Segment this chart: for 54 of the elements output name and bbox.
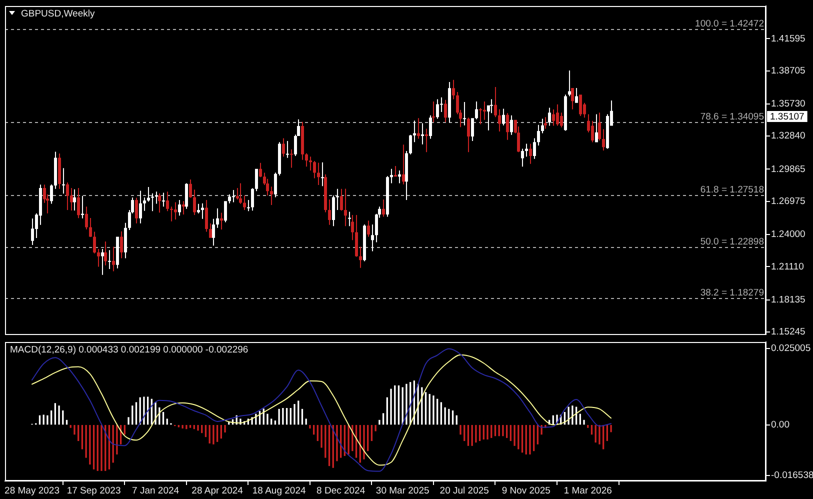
x-tick-label: 17 Sep 2023	[66, 485, 121, 496]
x-tick-label: 8 Dec 2024	[316, 485, 366, 496]
candlestick	[232, 190, 235, 202]
x-tick-label: 1 Mar 2026	[564, 485, 612, 496]
candlestick	[421, 123, 424, 144]
x-tick-label: 28 May 2023	[4, 485, 60, 496]
candlestick	[62, 168, 65, 194]
y-tick-label: 1.38705	[771, 65, 806, 76]
x-tick-label: 20 Jul 2025	[440, 485, 489, 496]
ref-line-label: 38.2 = 1.18279	[700, 287, 764, 298]
candlestick	[425, 128, 428, 152]
y-tick-label: 1.35730	[771, 98, 806, 110]
candlestick	[81, 196, 84, 218]
candlestick	[348, 212, 351, 226]
chart-title: MACD(12,26,9) 0.000433 0.002199 0.000000 -0.002296	[10, 344, 248, 356]
x-tick-label: 28 Apr 2024	[192, 485, 243, 496]
x-tick-label: 30 Mar 2025	[376, 485, 430, 496]
chart-title: GBPUSD,Weekly	[21, 8, 95, 20]
y-tick-label: 1.32840	[771, 130, 806, 142]
candlestick	[290, 149, 293, 168]
y-tick-label: 1.15245	[771, 326, 806, 338]
ref-line-label: 61.8 = 1.27518	[700, 184, 764, 196]
candlestick	[336, 188, 339, 210]
candlestick	[568, 70, 571, 96]
candlestick	[321, 162, 324, 186]
y-tick-label: 0.025005	[771, 343, 811, 354]
candlestick	[440, 97, 443, 112]
candlestick	[463, 102, 466, 126]
candlestick	[432, 101, 435, 122]
candlestick	[286, 141, 289, 158]
ref-line-label: 50.0 = 1.22898	[700, 236, 764, 248]
candlestick	[155, 192, 158, 204]
y-tick-label: 0.00	[771, 419, 790, 430]
y-tick-label: -0.016538	[771, 470, 813, 481]
candlestick	[413, 120, 416, 142]
candlestick	[544, 117, 547, 129]
candlestick	[247, 200, 250, 212]
y-tick-label: 1.21110	[771, 261, 804, 272]
x-tick-label: 18 Aug 2024	[252, 485, 306, 496]
ref-line-label: 78.6 = 1.34095	[700, 111, 764, 122]
y-tick-label: 1.29865	[771, 164, 806, 175]
candlestick	[162, 192, 165, 207]
y-tick-label: 1.18135	[771, 294, 806, 306]
candlestick	[108, 250, 111, 270]
y-tick-label: 1.24000	[771, 229, 806, 240]
x-tick-label: 9 Nov 2025	[502, 485, 550, 496]
ref-line-label: 100.0 = 1.42472	[695, 18, 764, 30]
candlestick	[143, 197, 146, 211]
y-tick-label: 1.26975	[771, 196, 806, 208]
candlestick	[151, 193, 154, 212]
candlestick	[417, 118, 420, 139]
text: 1.35107	[770, 112, 804, 123]
x-tick-label: 7 Jan 2024	[132, 485, 180, 496]
y-tick-label: 1.41595	[771, 33, 806, 44]
